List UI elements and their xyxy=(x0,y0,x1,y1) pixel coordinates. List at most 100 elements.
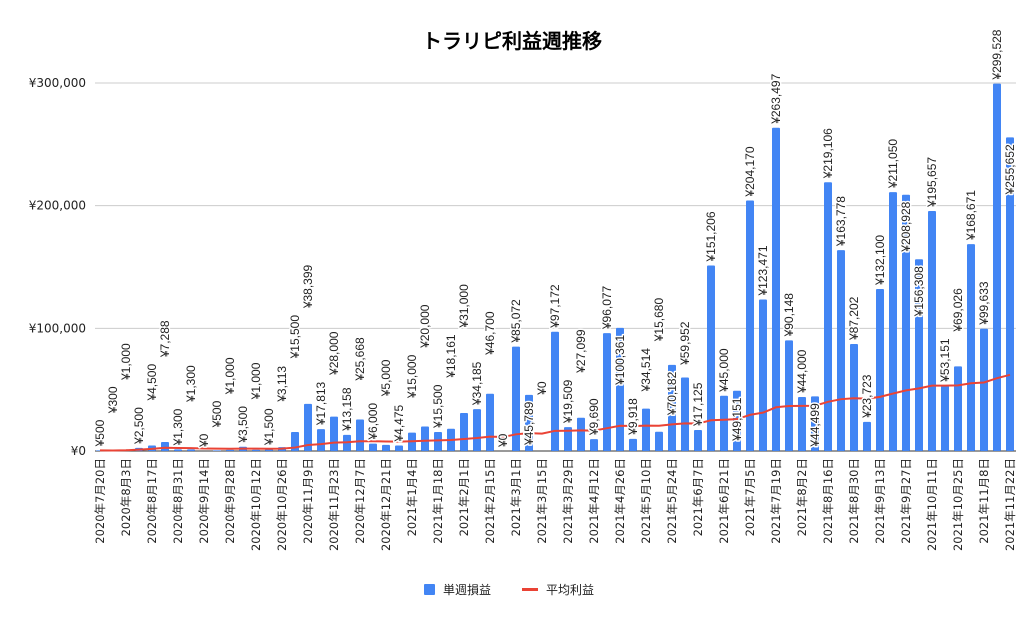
bar xyxy=(174,449,182,451)
bar xyxy=(746,200,754,451)
data-label: ¥204,170 xyxy=(743,146,757,197)
x-tick-label: 2021年8月16日 xyxy=(821,458,835,544)
data-label: ¥17,813 xyxy=(314,381,328,426)
data-label: ¥9,918 xyxy=(626,398,640,436)
data-label: ¥44,000 xyxy=(795,349,809,394)
x-axis: 2020年7月20日 2020年8月3日 2020年8月17日 2020年8月31日 2… xyxy=(93,458,1017,551)
bar xyxy=(798,397,806,451)
bar xyxy=(655,431,663,451)
data-label: ¥44,499 xyxy=(808,403,822,448)
bar xyxy=(616,327,624,451)
data-label: ¥25,668 xyxy=(353,337,367,382)
x-tick-label: 2021年6月7日 xyxy=(691,458,705,536)
data-label: ¥53,151 xyxy=(938,338,952,383)
data-label: ¥0 xyxy=(496,433,510,448)
data-label: ¥19,509 xyxy=(561,379,575,424)
bar xyxy=(434,431,442,451)
data-label: ¥97,172 xyxy=(548,284,562,329)
bar xyxy=(603,333,611,451)
x-tick-label: 2020年9月28日 xyxy=(223,458,237,544)
x-tick-label: 2021年5月10日 xyxy=(639,458,653,544)
bar xyxy=(694,429,702,451)
average-line xyxy=(99,373,1011,452)
data-label: ¥1,000 xyxy=(223,357,237,395)
data-label: ¥1,000 xyxy=(119,343,133,381)
x-tick-label: 2020年12月21日 xyxy=(379,458,393,551)
data-label: ¥85,072 xyxy=(509,299,523,344)
bar xyxy=(629,438,637,451)
data-label: ¥6,000 xyxy=(366,403,380,441)
bar xyxy=(213,450,221,451)
data-label: ¥45,000 xyxy=(717,348,731,393)
data-label: ¥46,700 xyxy=(483,311,497,356)
x-tick-label: 2020年10月12日 xyxy=(249,458,263,551)
x-tick-label: 2021年1月4日 xyxy=(405,458,419,536)
bar xyxy=(668,364,676,451)
data-label: ¥3,113 xyxy=(275,366,289,403)
data-label: ¥27,099 xyxy=(574,329,588,374)
data-label: ¥156,308 xyxy=(912,266,926,317)
bar xyxy=(889,192,897,451)
data-label: ¥4,475 xyxy=(392,404,406,442)
x-tick-label: 2021年1月18日 xyxy=(431,458,445,544)
bar xyxy=(590,439,598,451)
bar xyxy=(512,346,520,451)
data-label: ¥151,206 xyxy=(704,211,718,262)
data-label: ¥69,026 xyxy=(951,288,965,333)
bar xyxy=(317,429,325,451)
data-label: ¥132,100 xyxy=(873,235,887,286)
data-label: ¥1,000 xyxy=(249,362,263,400)
x-tick-label: 2021年3月15日 xyxy=(535,458,549,544)
bar xyxy=(707,265,715,451)
data-label: ¥1,300 xyxy=(171,408,185,446)
x-tick-label: 2021年7月19日 xyxy=(769,458,783,544)
bar xyxy=(993,83,1001,452)
data-label: ¥23,723 xyxy=(860,374,874,419)
line-series xyxy=(99,373,1011,452)
data-label: ¥31,000 xyxy=(457,284,471,329)
x-tick-label: 2021年2月1日 xyxy=(457,458,471,536)
data-labels: ¥500 ¥300 ¥1,000 ¥2,500 ¥4,500 ¥7,288 ¥1,300 ¥1… xyxy=(92,28,1019,450)
x-tick-label: 2021年2月15日 xyxy=(483,458,497,544)
x-tick-label: 2021年9月13日 xyxy=(873,458,887,544)
data-label: ¥49,151 xyxy=(730,397,744,442)
data-label: ¥70,182 xyxy=(665,371,679,416)
bar xyxy=(161,442,169,451)
x-tick-label: 2021年11月8日 xyxy=(977,458,991,544)
data-label: ¥7,288 xyxy=(158,320,172,358)
bar xyxy=(473,409,481,451)
data-label: ¥255,652 xyxy=(1003,144,1017,195)
bar xyxy=(564,427,572,451)
y-tick-label: ¥100,000 xyxy=(29,321,86,335)
data-label: ¥3,500 xyxy=(236,406,250,444)
x-tick-label: 2021年8月2日 xyxy=(795,458,809,536)
bar xyxy=(928,210,936,451)
bar xyxy=(304,403,312,451)
data-label: ¥1,300 xyxy=(184,365,198,403)
x-tick-label: 2020年8月31日 xyxy=(171,458,185,544)
bar xyxy=(811,396,819,451)
legend-bar-swatch xyxy=(424,584,435,595)
bar xyxy=(369,443,377,451)
data-label: ¥15,000 xyxy=(405,354,419,399)
bar xyxy=(551,331,559,451)
bar xyxy=(824,182,832,451)
legend-bar-label: 単週損益 xyxy=(443,582,491,597)
data-label: ¥38,399 xyxy=(301,264,315,309)
x-tick-label: 2020年12月7日 xyxy=(353,458,367,544)
bar xyxy=(967,244,975,451)
bar xyxy=(382,444,390,451)
data-label: ¥9,690 xyxy=(587,398,601,436)
data-label: ¥219,106 xyxy=(821,128,835,179)
y-axis: ¥0 ¥100,000 ¥200,000 ¥300,000 xyxy=(29,76,86,458)
bar xyxy=(486,393,494,451)
bar xyxy=(681,377,689,451)
bar xyxy=(577,417,585,451)
bar xyxy=(733,390,741,451)
bar xyxy=(759,299,767,451)
bar xyxy=(330,416,338,451)
data-label: ¥18,161 xyxy=(444,334,458,379)
x-tick-label: 2021年6月21日 xyxy=(717,458,731,544)
data-label: ¥28,000 xyxy=(327,331,341,376)
